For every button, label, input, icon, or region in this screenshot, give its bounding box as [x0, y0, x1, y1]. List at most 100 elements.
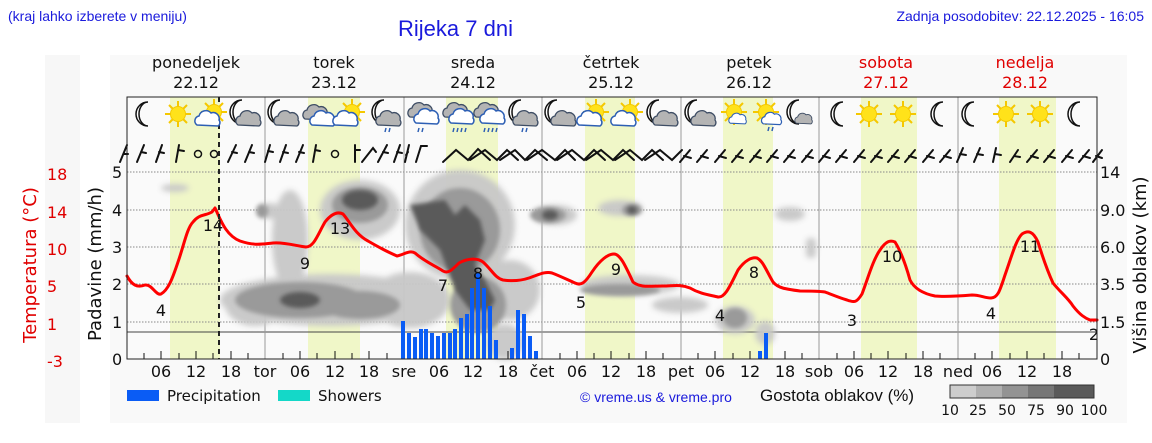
temp-label: 7	[438, 276, 448, 295]
cloud-density-map	[161, 170, 816, 360]
svg-text:75: 75	[1027, 403, 1045, 419]
cloud-height-axis: 14 9.0 6.0 3.5 1.5 0 Višina oblakov (km)	[1100, 163, 1151, 369]
day-date-weekend: 28.12	[1002, 73, 1048, 92]
temp-label: 5	[576, 293, 586, 312]
cloud-height-tick: 0	[1100, 350, 1110, 369]
svg-text:12: 12	[463, 362, 483, 381]
legend: Precipitation Showers © vreme.us & vreme…	[127, 384, 1107, 419]
temp-label: 11	[1020, 237, 1040, 256]
svg-text:12: 12	[325, 362, 345, 381]
precip-tick: 4	[112, 201, 122, 220]
svg-text:06: 06	[705, 362, 725, 381]
wind-barbs-row	[119, 144, 1103, 163]
svg-text:18: 18	[359, 362, 379, 381]
svg-text:čet: čet	[530, 362, 555, 381]
temp-labels: 4 14 9 13 7 8 5 9 4 8 3 10 4 11 2	[156, 216, 1099, 344]
precip-axis-label: Padavine (mm/h)	[85, 187, 106, 341]
svg-text:50: 50	[998, 403, 1016, 419]
temp-tick: 14	[47, 203, 67, 222]
temp-tick: -3	[47, 352, 63, 371]
precipitation-swatch	[127, 390, 159, 401]
cloud-height-axis-label: Višina oblakov (km)	[1130, 176, 1151, 353]
temp-label: 8	[473, 264, 483, 283]
temperature-line	[125, 206, 1099, 322]
copyright-link[interactable]: © vreme.us & vreme.pro	[580, 389, 732, 405]
svg-text:18: 18	[775, 362, 795, 381]
svg-text:06: 06	[151, 362, 171, 381]
temp-label: 2	[1089, 325, 1099, 344]
precipitation-legend-label: Precipitation	[167, 387, 261, 405]
showers-swatch	[278, 390, 310, 401]
svg-text:sob: sob	[805, 362, 833, 381]
cloud-height-tick: 6.0	[1100, 238, 1125, 257]
precip-tick: 5	[112, 163, 122, 182]
temp-axis-panel	[45, 55, 80, 423]
svg-text:90: 90	[1056, 403, 1074, 419]
precip-tick: 1	[112, 313, 122, 332]
x-axis-labels: 06 12 18 tor 06 12 18 sre 06 12 18 čet 06 12 18 …	[151, 362, 1072, 381]
cloud-height-tick: 14	[1100, 163, 1120, 182]
svg-text:06: 06	[429, 362, 449, 381]
cloud-density-ticks: 10 25 50 75 90 100	[941, 403, 1107, 419]
svg-text:12: 12	[878, 362, 898, 381]
day-date: 25.12	[588, 73, 634, 92]
svg-text:06: 06	[567, 362, 587, 381]
day-name: torek	[313, 53, 355, 72]
gridlines	[127, 171, 1097, 323]
svg-text:sre: sre	[392, 362, 416, 381]
precipitation-bars	[401, 273, 768, 359]
day-name: sreda	[451, 53, 495, 72]
svg-text:18: 18	[221, 362, 241, 381]
daylight-bands	[170, 97, 1056, 359]
temp-label: 10	[882, 247, 902, 266]
precip-tick: 0	[112, 350, 122, 369]
svg-text:18: 18	[636, 362, 656, 381]
svg-text:ned: ned	[943, 362, 973, 381]
svg-text:12: 12	[601, 362, 621, 381]
cloud-density-label: Gostota oblakov (%)	[760, 386, 914, 405]
cloud-height-tick: 3.5	[1100, 275, 1125, 294]
temp-label: 3	[847, 311, 857, 330]
day-date: 22.12	[173, 73, 219, 92]
region-hint[interactable]: (kraj lahko izberete v meniju)	[8, 8, 187, 24]
svg-text:10: 10	[941, 403, 959, 419]
day-name: ponedeljek	[152, 53, 241, 72]
day-name-weekend: nedelja	[996, 53, 1055, 72]
svg-text:25: 25	[969, 403, 987, 419]
temp-tick: 5	[47, 277, 57, 296]
svg-text:tor: tor	[254, 362, 277, 381]
temp-tick: 1	[47, 315, 57, 334]
svg-text:100: 100	[1081, 403, 1108, 419]
temp-label: 4	[156, 301, 166, 320]
page-title: Rijeka 7 dni	[398, 16, 513, 41]
svg-text:06: 06	[844, 362, 864, 381]
temp-label: 8	[749, 263, 759, 282]
showers-legend-label: Showers	[318, 387, 382, 405]
day-name-weekend: sobota	[859, 53, 913, 72]
cloud-height-tick: 1.5	[1100, 313, 1125, 332]
day-name: petek	[726, 53, 772, 72]
svg-text:18: 18	[913, 362, 933, 381]
day-date-weekend: 27.12	[863, 73, 909, 92]
temp-tick: 18	[47, 165, 67, 184]
cloud-height-tick: 9.0	[1100, 201, 1125, 220]
temp-label: 9	[611, 260, 621, 279]
day-date: 24.12	[450, 73, 496, 92]
temp-tick: 10	[47, 240, 67, 259]
temp-label: 9	[300, 254, 310, 273]
plot-border	[126, 96, 1098, 360]
temp-label: 14	[203, 216, 223, 235]
precip-tick: 2	[112, 275, 122, 294]
svg-text:12: 12	[740, 362, 760, 381]
temp-axis-label: Temperatura (°C)	[20, 187, 41, 344]
day-headers: ponedeljek 22.12 torek 23.12 sreda 24.12…	[152, 53, 1054, 92]
last-update: Zadnja posodobitev: 22.12.2025 - 16:05	[896, 8, 1144, 24]
day-name: četrtek	[583, 53, 641, 72]
day-date: 23.12	[311, 73, 357, 92]
temp-label: 4	[715, 306, 725, 325]
svg-text:18: 18	[498, 362, 518, 381]
svg-text:06: 06	[982, 362, 1002, 381]
day-date: 26.12	[726, 73, 772, 92]
temp-label: 13	[330, 219, 350, 238]
